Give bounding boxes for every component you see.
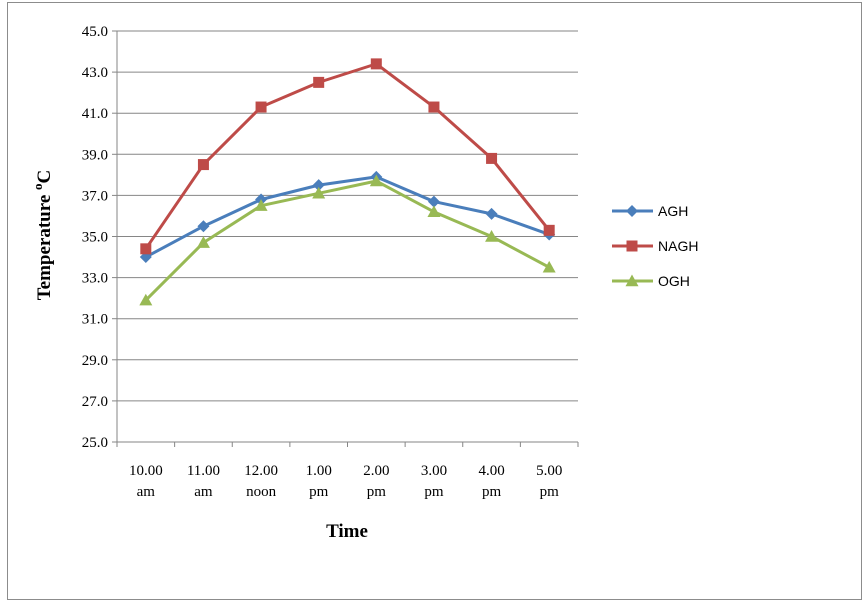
data-point-triangle — [196, 236, 210, 248]
data-point-diamond — [312, 179, 325, 192]
x-tick-label-line2: pm — [540, 484, 560, 500]
legend-label: NAGH — [658, 238, 698, 254]
series-line-ogh — [144, 179, 550, 302]
data-point-diamond — [626, 205, 638, 217]
y-tick-label: 39.0 — [82, 147, 108, 163]
data-point-diamond — [485, 207, 498, 220]
x-tick-label-line1: 10.00 — [129, 463, 163, 479]
series-line-nagh — [144, 62, 551, 250]
data-point-triangle — [427, 205, 441, 218]
y-tick-label: 25.0 — [82, 435, 108, 451]
y-tick-label: 27.0 — [82, 394, 108, 410]
series-nagh — [140, 58, 555, 255]
data-point-square — [197, 159, 209, 171]
data-point-square — [626, 240, 638, 252]
data-point-triangle — [369, 174, 383, 187]
series-ogh — [139, 174, 556, 306]
legend-label: OGH — [658, 273, 690, 289]
y-tick-label: 35.0 — [82, 230, 108, 246]
series-agh — [139, 170, 556, 264]
data-point-square — [486, 152, 498, 164]
data-point-triangle — [625, 274, 639, 287]
y-axis-title-text: Temperature — [34, 190, 55, 300]
y-tick-label: 33.0 — [82, 271, 108, 287]
data-point-diamond — [197, 220, 210, 233]
data-point-square — [255, 101, 267, 113]
x-tick-label: 1.00 pm — [306, 463, 332, 500]
y-axis-unit-superscript: o — [30, 183, 45, 190]
x-tick-label: 3.00 pm — [421, 463, 447, 500]
x-tick-label-line1: 4.00 — [478, 463, 504, 479]
y-tick-label: 45.0 — [82, 24, 108, 40]
data-point-square — [428, 101, 440, 113]
y-tick-label: 41.0 — [82, 106, 108, 122]
legend: AGH NAGH OGH — [612, 203, 698, 289]
y-tick-label: 31.0 — [82, 312, 108, 328]
series-line-agh — [145, 175, 550, 259]
legend-label: AGH — [658, 203, 688, 219]
data-point-triangle — [312, 186, 326, 199]
x-tick-label-line1: 5.00 — [536, 463, 562, 479]
data-point-triangle — [139, 293, 153, 306]
x-tick-label-line2: am — [137, 484, 156, 500]
x-tick-label: 2.00 pm — [363, 463, 389, 500]
line-chart: 25.0 27.0 29.0 31.0 33.0 35.0 37.0 39.0 41.0 43.0… — [30, 24, 698, 542]
x-tick-label-line2: pm — [482, 484, 502, 500]
legend-item-agh: AGH — [612, 203, 688, 219]
x-tick-label-line2: pm — [309, 484, 329, 500]
legend-item-nagh: NAGH — [612, 238, 698, 254]
x-tick-label-line1: 2.00 — [363, 463, 389, 479]
x-tick-label-line1: 3.00 — [421, 463, 447, 479]
x-tick-label: 12.00 noon — [244, 463, 278, 500]
y-tick-labels: 25.0 27.0 29.0 31.0 33.0 35.0 37.0 39.0 41.0 43.0… — [82, 24, 108, 451]
y-tick-label: 29.0 — [82, 353, 108, 369]
data-point-triangle — [485, 230, 499, 242]
x-tick-label-line1: 11.00 — [187, 463, 220, 479]
x-tick-label: 5.00 pm — [536, 463, 562, 500]
data-point-triangle — [542, 260, 556, 273]
x-tick-label-line2: pm — [424, 484, 444, 500]
x-tick-label-line2: am — [194, 484, 213, 500]
x-tick-label-line1: 12.00 — [244, 463, 278, 479]
data-point-square — [370, 58, 382, 70]
x-tick-label-line1: 1.00 — [306, 463, 332, 479]
data-point-square — [543, 224, 555, 236]
y-axis-unit: C — [34, 170, 55, 184]
legend-item-ogh: OGH — [612, 273, 690, 289]
data-point-triangle — [254, 199, 268, 211]
data-point-square — [313, 76, 325, 88]
x-tick-label: 4.00 pm — [478, 463, 504, 500]
y-tick-label: 43.0 — [82, 65, 108, 81]
x-tick-label: 10.00 am — [129, 463, 163, 500]
y-axis-title: Temperature oC — [30, 170, 55, 301]
gridlines — [117, 30, 578, 402]
data-point-square — [140, 243, 152, 255]
x-tick-label-line2: noon — [246, 484, 277, 500]
y-tick-label: 37.0 — [82, 188, 108, 204]
chart-frame: 25.0 27.0 29.0 31.0 33.0 35.0 37.0 39.0 41.0 43.0… — [7, 2, 862, 600]
data-point-diamond — [427, 195, 440, 208]
x-tick-labels: 10.00 am 11.00 am 12.00 noon 1.00 pm 2.00 pm 3.00 p… — [129, 463, 562, 500]
x-tick-label-line2: pm — [367, 484, 387, 500]
axes — [112, 30, 579, 447]
x-tick-label: 11.00 am — [187, 463, 220, 500]
x-axis-title: Time — [326, 521, 368, 542]
data-series — [139, 58, 556, 306]
